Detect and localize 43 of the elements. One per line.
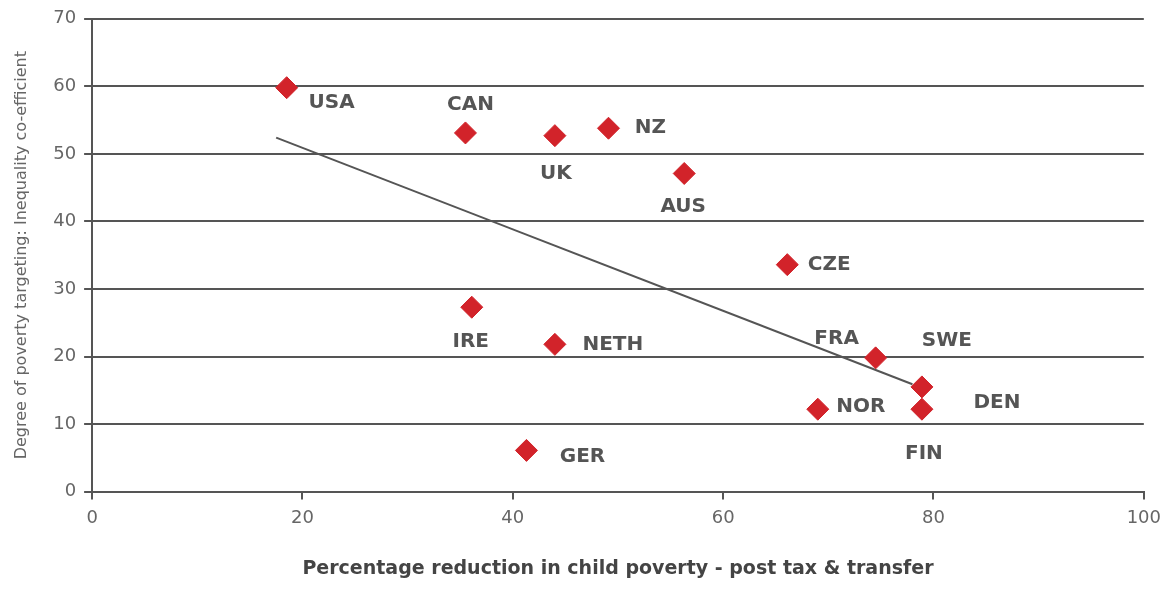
annotation: DEN [973,389,1021,414]
y-tick-label: 70 [53,6,77,28]
annotation: FIN [904,440,943,465]
annotation: CZE [807,250,851,275]
point [514,438,538,462]
point [864,346,888,370]
annotation: UK [539,159,574,184]
annotation: NETH [582,330,644,355]
y-tick-label: 20 [53,344,77,366]
x-tick-label: 20 [290,506,314,528]
x-tick-label: 80 [922,506,945,528]
annotation: NZ [634,114,667,139]
point [910,375,934,399]
y-tick-label: 10 [53,411,77,433]
x-tick-label: 40 [501,506,525,528]
point [672,161,696,185]
y-tick-label: 0 [64,479,77,501]
point [275,76,299,100]
annotation: CAN [447,91,494,116]
y-tick-label: 50 [53,141,77,163]
annotation: SWE [921,327,972,352]
annotation: USA [308,88,356,113]
x-tick-label: 60 [711,506,735,528]
y-axis-title: Degree of poverty targeting: Inequality co-efficient [10,51,30,460]
point [597,116,620,140]
point [453,121,477,145]
annotation: FRA [814,325,860,350]
annotation: NOR [836,393,886,418]
y-tick-label: 60 [53,74,77,96]
point [775,253,799,277]
y-tick-label: 30 [53,276,77,298]
point [806,397,830,421]
y-tick-label: 40 [53,209,77,231]
annotation: AUS [660,192,706,217]
x-axis-title: Percentage reduction in child poverty - post tax & transfer [302,555,935,578]
point [910,397,934,421]
x-tick-label: 0 [86,506,98,528]
x-tick-label: 100 [1126,506,1161,528]
point [543,124,567,148]
annotation: IRE [452,328,490,353]
point [460,295,484,319]
annotation: GER [559,442,606,467]
point [543,332,567,356]
